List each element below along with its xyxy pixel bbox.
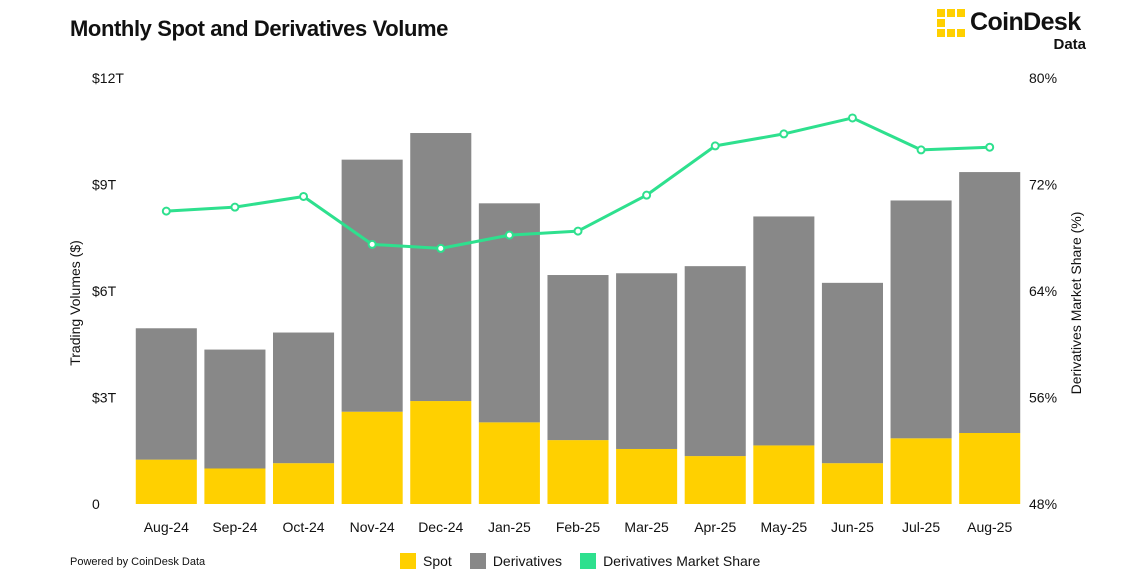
- bar-derivatives: [616, 273, 678, 449]
- legend-swatch-share: [580, 553, 597, 569]
- y-axis-right-title: Derivatives Market Share (%): [1068, 212, 1084, 395]
- bar-derivatives: [135, 328, 197, 460]
- share-point: [985, 142, 995, 152]
- coindesk-logo-icon: [937, 9, 965, 37]
- bar-spot: [135, 459, 197, 504]
- legend-label-spot: Spot: [423, 553, 452, 569]
- bar-derivatives: [410, 133, 472, 402]
- bar-spot: [616, 448, 678, 504]
- bar-derivatives: [341, 159, 403, 412]
- y-right-tick-label: 64%: [1029, 283, 1057, 299]
- x-tick-label: Jan-25: [488, 519, 531, 535]
- x-tick-label: Feb-25: [556, 519, 601, 535]
- bar-spot: [959, 433, 1021, 504]
- x-tick-label: Nov-24: [350, 519, 395, 535]
- share-point: [710, 141, 720, 151]
- chart-title: Monthly Spot and Derivatives Volume: [70, 16, 448, 41]
- x-tick-label: Aug-25: [967, 519, 1012, 535]
- share-point: [161, 206, 171, 216]
- bar-spot: [753, 445, 815, 504]
- logo-wordmark: CoinDesk: [970, 8, 1081, 36]
- share-point: [504, 230, 514, 240]
- legend-swatch-derivatives: [469, 553, 486, 569]
- y-left-tick-label: $9T: [92, 177, 117, 193]
- legend-swatch-spot: [400, 553, 416, 569]
- y-right-tick-label: 48%: [1029, 496, 1057, 512]
- x-tick-label: Aug-24: [144, 519, 189, 535]
- bar-derivatives: [547, 275, 609, 441]
- legend: Spot Derivatives Derivatives Market Shar…: [400, 553, 778, 569]
- coindesk-logo: CoinDesk Data: [936, 8, 1086, 56]
- x-tick-label: Mar-25: [624, 519, 669, 535]
- bar-derivatives: [684, 266, 746, 457]
- bars: [135, 133, 1021, 504]
- share-point: [573, 226, 583, 236]
- bar-spot: [204, 468, 266, 504]
- y-right-tick-label: 80%: [1029, 70, 1057, 86]
- y-right-tick-label: 72%: [1029, 177, 1057, 193]
- x-tick-label: Apr-25: [694, 519, 736, 535]
- legend-spot: Spot: [400, 553, 452, 569]
- share-point: [367, 239, 377, 249]
- share-line: [161, 113, 995, 253]
- share-point: [299, 191, 309, 201]
- share-point: [436, 243, 446, 253]
- bar-spot: [478, 422, 540, 504]
- x-axis: Aug-24 Sep-24 Oct-24 Nov-24 Dec-24 Jan-25 Feb-…: [144, 519, 1013, 535]
- y-axis-right: 48% 56% 64% 72% 80%: [1029, 70, 1057, 512]
- legend-label-derivatives: Derivatives: [492, 553, 563, 569]
- bar-derivatives: [273, 332, 335, 464]
- bar-derivatives: [890, 200, 952, 439]
- y-axis-left: 0 $3T $6T $9T $12T: [92, 70, 124, 512]
- share-point: [779, 129, 789, 139]
- bar-derivatives: [753, 216, 815, 446]
- x-tick-label: Sep-24: [212, 519, 257, 535]
- bar-spot: [821, 463, 883, 504]
- x-tick-label: Jun-25: [831, 519, 874, 535]
- bar-derivatives: [204, 349, 266, 469]
- share-point: [847, 113, 857, 123]
- legend-derivatives: Derivatives: [469, 553, 563, 569]
- x-tick-label: Oct-24: [283, 519, 325, 535]
- bar-spot: [890, 438, 952, 504]
- y-left-tick-label: $12T: [92, 70, 124, 86]
- y-left-tick-label: 0: [92, 496, 100, 512]
- bar-spot: [684, 456, 746, 504]
- y-right-tick-label: 56%: [1029, 390, 1057, 406]
- share-point: [230, 202, 240, 212]
- logo-subtitle: Data: [1053, 36, 1086, 53]
- bar-spot: [410, 401, 472, 504]
- bar-spot: [341, 411, 403, 504]
- share-point: [642, 190, 652, 200]
- share-point: [916, 145, 926, 155]
- bar-spot: [273, 463, 335, 504]
- y-left-tick-label: $6T: [92, 283, 117, 299]
- legend-share: Derivatives Market Share: [580, 553, 760, 569]
- bar-derivatives: [959, 172, 1021, 433]
- x-tick-label: May-25: [761, 519, 808, 535]
- y-left-tick-label: $3T: [92, 390, 117, 406]
- bar-derivatives: [821, 282, 883, 464]
- x-tick-label: Dec-24: [418, 519, 463, 535]
- bar-spot: [547, 440, 609, 504]
- powered-by: Powered by CoinDesk Data: [70, 556, 206, 568]
- x-tick-label: Jul-25: [902, 519, 940, 535]
- legend-label-share: Derivatives Market Share: [603, 553, 761, 569]
- y-axis-left-title: Trading Volumes ($): [67, 240, 83, 366]
